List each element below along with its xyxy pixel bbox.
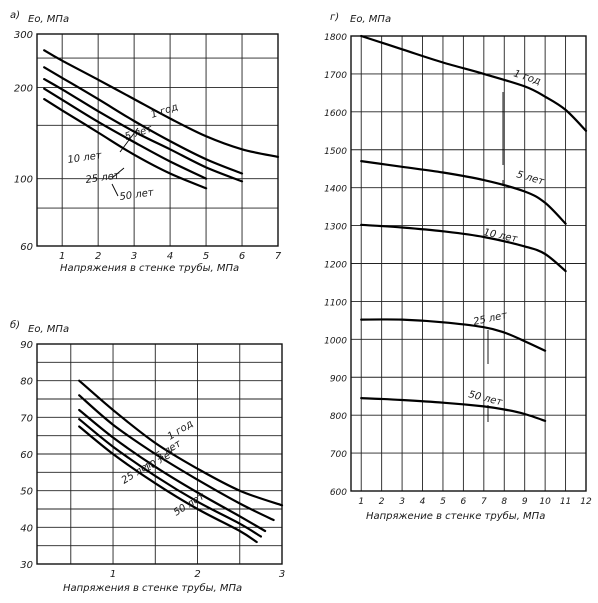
series-line-0: [43, 49, 280, 158]
panel-label: г): [330, 12, 339, 23]
y-tick-label: 1500: [324, 147, 347, 157]
y-tick-label: 1700: [324, 71, 347, 81]
y-tick-label: 40: [20, 523, 33, 534]
x-axis-label: Напряжение в стенке трубы, МПа: [366, 510, 545, 522]
x-tick-label: 10: [539, 497, 551, 507]
x-tick-label: 1: [110, 569, 116, 580]
y-tick-label: 1200: [324, 261, 347, 271]
x-tick-label: 2: [379, 497, 385, 507]
x-tick-label: 6: [461, 497, 467, 507]
chart-panel-1: 1 2 3 90 80 70 60 50 40 30 б) Eo, МПа Напряжения в с…: [10, 319, 285, 594]
series-line-4: [360, 397, 547, 422]
panel-label: а): [10, 10, 20, 21]
y-axis-label: Eo, МПа: [28, 14, 69, 25]
y-tick-label: 70: [20, 413, 33, 424]
x-axis-label: Напряжения в стенке трубы, МПа: [60, 262, 239, 274]
x-tick-label: 3: [279, 569, 285, 580]
x-tick-label: 8: [501, 497, 507, 507]
x-tick-label: 6: [239, 251, 245, 262]
series-label: 1 год: [150, 102, 180, 121]
x-tick-label: 1: [358, 497, 364, 507]
x-tick-label: 9: [522, 497, 528, 507]
y-tick-label: 30: [20, 560, 33, 571]
series-label: 5 лет: [515, 169, 546, 188]
series-leader-line: [111, 183, 119, 197]
y-tick-label: 80: [20, 377, 33, 388]
chart-panel-2: 1 2 3 4 5 6 7 8 9 10 11 121800170016001500140013001…: [324, 12, 592, 522]
x-tick-label: 12: [580, 497, 592, 507]
series-label: 10 лет: [482, 227, 519, 245]
y-tick-label: 1100: [324, 298, 347, 308]
y-tick-label: 50: [20, 487, 33, 498]
y-tick-label: 60: [20, 242, 33, 253]
series-label: 1 год: [166, 418, 196, 442]
x-tick-label: 3: [131, 251, 137, 262]
series-line-3: [360, 318, 547, 352]
y-tick-label: 200: [14, 83, 33, 94]
series-line-1: [360, 160, 567, 225]
series-line-2: [43, 78, 244, 183]
y-tick-label: 1400: [324, 185, 347, 195]
panel-label: б): [10, 319, 20, 331]
x-tick-label: 4: [167, 251, 173, 262]
y-axis-label: Eo, МПа: [28, 324, 69, 335]
x-tick-label: 7: [275, 251, 282, 262]
series-line-4: [78, 425, 258, 544]
x-tick-label: 2: [194, 569, 200, 580]
x-tick-label: 11: [560, 497, 571, 507]
series-line-1: [43, 66, 244, 175]
series-line-0: [78, 379, 284, 507]
series-leader-line: [111, 167, 125, 179]
x-tick-label: 4: [420, 497, 426, 507]
x-tick-label: 5: [203, 251, 209, 262]
series-line-4: [43, 98, 208, 190]
y-tick-label: 90: [20, 340, 33, 351]
y-tick-label: 600: [330, 488, 347, 498]
plot-frame: [350, 35, 587, 492]
plot-frame: [36, 33, 279, 247]
series-label: 25 лет: [85, 170, 122, 186]
y-tick-label: 1600: [324, 109, 347, 119]
x-tick-label: 2: [95, 251, 101, 262]
series-line-2: [360, 223, 567, 273]
y-tick-label: 900: [330, 374, 347, 384]
chart-panel-0: 1 2 3 4 5 6 7 300 200 100 60 а) Eo, МПа Напряжения в …: [10, 10, 282, 274]
series-line-0: [360, 34, 588, 132]
y-tick-label: 1800: [324, 33, 347, 43]
series-line-3: [78, 418, 262, 538]
y-tick-label: 100: [14, 175, 33, 186]
x-axis-label: Напряжения в стенке трубы, МПа: [63, 582, 242, 594]
x-tick-label: 3: [399, 497, 405, 507]
y-tick-label: 60: [20, 450, 33, 461]
y-tick-label: 1000: [324, 336, 347, 346]
plot-frame: [36, 343, 283, 565]
series-label: 50 лет: [119, 187, 156, 203]
y-tick-label: 800: [330, 412, 347, 422]
series-line-1: [78, 394, 275, 522]
y-axis-label: Eo, МПа: [350, 14, 391, 25]
x-tick-label: 7: [481, 497, 487, 507]
series-line-3: [43, 87, 208, 180]
y-tick-label: 1300: [324, 223, 347, 233]
series-label: 25 лет: [472, 310, 509, 328]
x-tick-label: 5: [440, 497, 446, 507]
y-tick-label: 700: [330, 450, 347, 460]
series-line-2: [78, 408, 267, 533]
x-tick-label: 1: [59, 251, 65, 262]
series-label: 10 лет: [67, 150, 104, 166]
y-tick-label: 300: [14, 30, 33, 41]
